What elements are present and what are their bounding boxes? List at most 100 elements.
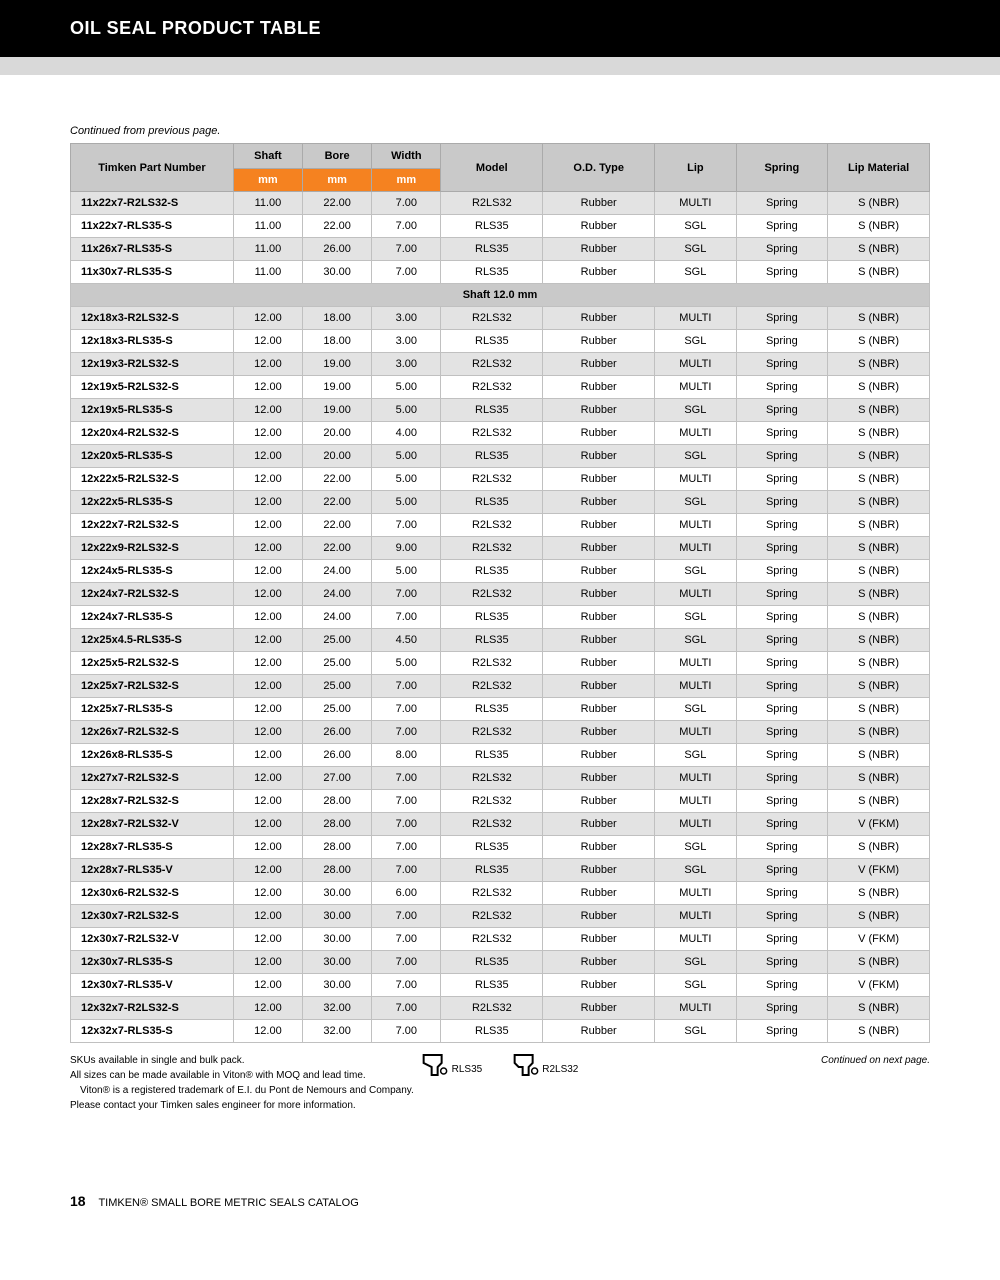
cell-spring: Spring — [736, 836, 828, 859]
cell-spring: Spring — [736, 997, 828, 1020]
cell-model: RLS35 — [441, 859, 543, 882]
cell-spring: Spring — [736, 537, 828, 560]
cell-od: Rubber — [543, 974, 655, 997]
seal-icon — [512, 1053, 538, 1077]
cell-width: 7.00 — [372, 192, 441, 215]
cell-width: 7.00 — [372, 974, 441, 997]
cell-part: 12x22x9-R2LS32-S — [71, 537, 234, 560]
cell-lip: SGL — [655, 261, 736, 284]
cell-mat: S (NBR) — [828, 238, 930, 261]
cell-lip: MULTI — [655, 790, 736, 813]
cell-model: R2LS32 — [441, 767, 543, 790]
cell-model: RLS35 — [441, 974, 543, 997]
cell-shaft: 12.00 — [233, 790, 302, 813]
cell-lip: SGL — [655, 974, 736, 997]
cell-shaft: 12.00 — [233, 629, 302, 652]
cell-width: 5.00 — [372, 652, 441, 675]
cell-model: RLS35 — [441, 215, 543, 238]
cell-shaft: 12.00 — [233, 422, 302, 445]
cell-part: 12x30x7-R2LS32-S — [71, 905, 234, 928]
col-part: Timken Part Number — [71, 144, 234, 192]
cell-part: 12x19x5-R2LS32-S — [71, 376, 234, 399]
cell-width: 5.00 — [372, 560, 441, 583]
cell-bore: 25.00 — [303, 652, 372, 675]
cell-model: RLS35 — [441, 491, 543, 514]
cell-od: Rubber — [543, 698, 655, 721]
cell-width: 7.00 — [372, 859, 441, 882]
cell-part: 11x30x7-RLS35-S — [71, 261, 234, 284]
cell-spring: Spring — [736, 261, 828, 284]
table-row: 12x25x5-R2LS32-S12.0025.005.00R2LS32Rubb… — [71, 652, 930, 675]
cell-od: Rubber — [543, 1020, 655, 1043]
cell-lip: SGL — [655, 330, 736, 353]
table-row: 12x24x5-RLS35-S12.0024.005.00RLS35Rubber… — [71, 560, 930, 583]
col-width: Width — [372, 144, 441, 169]
cell-part: 12x25x7-R2LS32-S — [71, 675, 234, 698]
cell-part: 12x24x7-RLS35-S — [71, 606, 234, 629]
cell-bore: 18.00 — [303, 330, 372, 353]
cell-lip: MULTI — [655, 882, 736, 905]
cell-spring: Spring — [736, 882, 828, 905]
table-row: 12x24x7-RLS35-S12.0024.007.00RLS35Rubber… — [71, 606, 930, 629]
cell-lip: SGL — [655, 445, 736, 468]
cell-od: Rubber — [543, 192, 655, 215]
cell-part: 12x32x7-RLS35-S — [71, 1020, 234, 1043]
cell-bore: 19.00 — [303, 399, 372, 422]
cell-width: 6.00 — [372, 882, 441, 905]
cell-od: Rubber — [543, 330, 655, 353]
cell-part: 11x22x7-R2LS32-S — [71, 192, 234, 215]
col-material: Lip Material — [828, 144, 930, 192]
cell-mat: S (NBR) — [828, 951, 930, 974]
cell-bore: 30.00 — [303, 974, 372, 997]
icon-label-b: R2LS32 — [542, 1062, 578, 1077]
product-table: Timken Part Number Shaft Bore Width Mode… — [70, 143, 930, 1043]
cell-part: 12x28x7-RLS35-V — [71, 859, 234, 882]
section-label: Shaft 12.0 mm — [71, 284, 930, 307]
cell-bore: 24.00 — [303, 606, 372, 629]
cell-spring: Spring — [736, 744, 828, 767]
cell-width: 3.00 — [372, 330, 441, 353]
cell-part: 12x28x7-R2LS32-V — [71, 813, 234, 836]
table-row: 12x25x7-R2LS32-S12.0025.007.00R2LS32Rubb… — [71, 675, 930, 698]
cell-lip: SGL — [655, 859, 736, 882]
cell-bore: 19.00 — [303, 353, 372, 376]
cell-part: 12x32x7-R2LS32-S — [71, 997, 234, 1020]
table-row: 12x19x5-R2LS32-S12.0019.005.00R2LS32Rubb… — [71, 376, 930, 399]
cell-part: 12x25x4.5-RLS35-S — [71, 629, 234, 652]
cell-lip: SGL — [655, 698, 736, 721]
cell-bore: 30.00 — [303, 261, 372, 284]
table-row: 12x25x7-RLS35-S12.0025.007.00RLS35Rubber… — [71, 698, 930, 721]
table-row: 12x19x3-R2LS32-S12.0019.003.00R2LS32Rubb… — [71, 353, 930, 376]
cell-lip: SGL — [655, 215, 736, 238]
cell-spring: Spring — [736, 583, 828, 606]
cell-od: Rubber — [543, 629, 655, 652]
cell-od: Rubber — [543, 491, 655, 514]
cell-lip: SGL — [655, 491, 736, 514]
cell-shaft: 12.00 — [233, 951, 302, 974]
cell-bore: 22.00 — [303, 192, 372, 215]
cell-mat: S (NBR) — [828, 675, 930, 698]
col-spring: Spring — [736, 144, 828, 192]
cell-width: 9.00 — [372, 537, 441, 560]
cell-width: 7.00 — [372, 514, 441, 537]
cell-mat: S (NBR) — [828, 767, 930, 790]
cell-part: 12x30x7-RLS35-S — [71, 951, 234, 974]
cell-od: Rubber — [543, 744, 655, 767]
cell-model: RLS35 — [441, 1020, 543, 1043]
table-row: 12x22x9-R2LS32-S12.0022.009.00R2LS32Rubb… — [71, 537, 930, 560]
cell-part: 12x18x3-RLS35-S — [71, 330, 234, 353]
cell-spring: Spring — [736, 629, 828, 652]
cell-mat: S (NBR) — [828, 445, 930, 468]
cell-spring: Spring — [736, 445, 828, 468]
cell-lip: SGL — [655, 606, 736, 629]
cell-mat: V (FKM) — [828, 813, 930, 836]
cell-mat: S (NBR) — [828, 215, 930, 238]
cell-part: 12x20x4-R2LS32-S — [71, 422, 234, 445]
cell-width: 7.00 — [372, 606, 441, 629]
cell-model: R2LS32 — [441, 790, 543, 813]
cell-width: 7.00 — [372, 698, 441, 721]
cell-lip: MULTI — [655, 192, 736, 215]
cell-mat: S (NBR) — [828, 629, 930, 652]
cell-mat: S (NBR) — [828, 721, 930, 744]
cell-part: 12x19x5-RLS35-S — [71, 399, 234, 422]
